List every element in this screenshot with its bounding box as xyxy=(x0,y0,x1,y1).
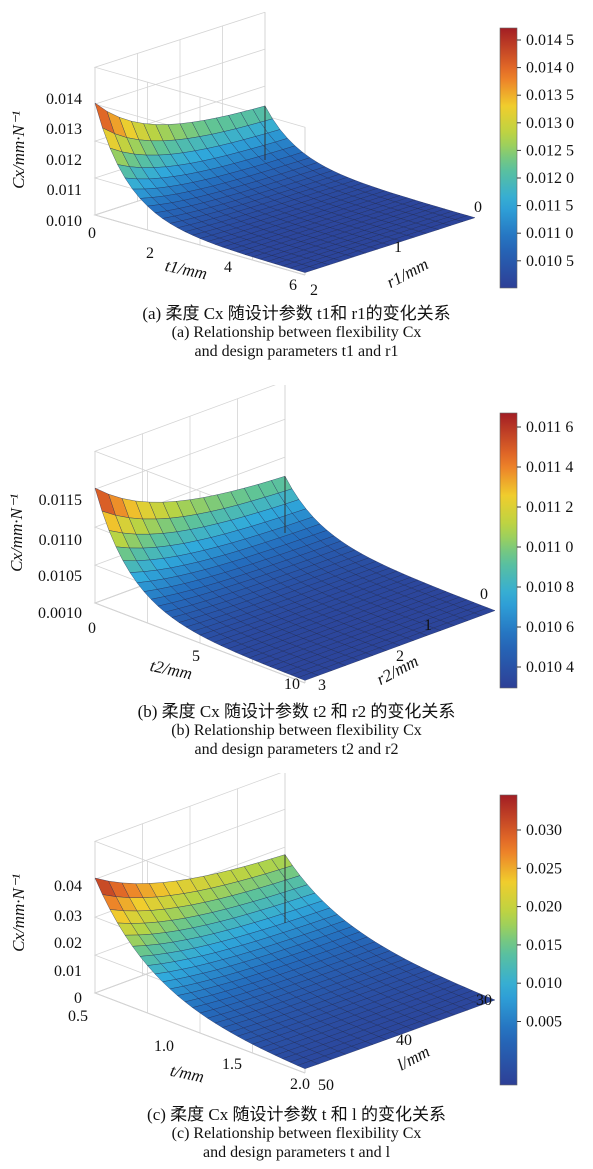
z-tick-label: 0.02 xyxy=(54,935,82,952)
colorbar-tick-label: 0.014 5 xyxy=(526,32,574,49)
colorbar-tick-label: 0.013 5 xyxy=(526,87,574,104)
caption-b: (b) 柔度 Cx 随设计参数 t2 和 r2 的变化关系 (b) Relati… xyxy=(0,702,593,759)
x-tick-label: 1.0 xyxy=(154,1038,174,1055)
caption-b-en-1: (b) Relationship between flexibility Cx xyxy=(171,722,422,739)
x-axis-label: t2/mm xyxy=(148,656,194,683)
x-tick-label: 0 xyxy=(88,225,96,242)
colorbar-tick-label: 0.012 0 xyxy=(526,170,574,187)
z-tick-label: 0.0115 xyxy=(39,492,82,509)
surface-cell xyxy=(473,607,496,616)
z-axis-label: Cx/mm·N⁻¹ xyxy=(9,874,28,952)
z-axis-label: Cx/mm·N⁻¹ xyxy=(7,494,26,572)
caption-a: (a) 柔度 Cx 随设计参数 t1和 r1的变化关系 (a) Relation… xyxy=(0,304,593,361)
caption-b-cn: (b) 柔度 Cx 随设计参数 t2 和 r2 的变化关系 xyxy=(137,702,456,721)
colorbar-a: 0.014 5 0.014 0 0.013 5 0.013 0 0.012 5 0.012… xyxy=(499,27,574,289)
surface-a xyxy=(94,102,476,273)
y-tick-label: 30 xyxy=(476,992,492,1009)
z-tick-label: 0.0105 xyxy=(38,568,82,585)
surface-cell xyxy=(454,215,476,222)
surface-c xyxy=(94,854,496,1069)
x-tick-label: 0 xyxy=(88,620,96,637)
z-tick-label: 0 xyxy=(74,990,82,1007)
colorbar-tick-label: 0.011 0 xyxy=(526,539,573,556)
x-tick-label: 1.5 xyxy=(222,1056,242,1073)
z-tick-label: 0.014 xyxy=(46,91,82,108)
x-axis-label: t/mm xyxy=(169,1061,206,1087)
colorbar-tick-label: 0.010 6 xyxy=(526,619,574,636)
z-tick-label: 0.010 xyxy=(46,213,82,230)
x-axis-label: t1/mm xyxy=(163,256,209,283)
y-tick-label: 0 xyxy=(480,586,488,603)
z-tick-label: 0.04 xyxy=(54,878,82,895)
x-tick-label: 0.5 xyxy=(68,1008,88,1025)
colorbar-tick-label: 0.005 xyxy=(526,1014,562,1031)
z-tick-label: 0.01 xyxy=(54,963,82,980)
colorbar-tick-label: 0.010 4 xyxy=(526,659,574,676)
x-tick-label: 2.0 xyxy=(290,1076,310,1093)
colorbar-tick-label: 0.011 4 xyxy=(526,459,573,476)
z-tick-label: 0.03 xyxy=(54,908,82,925)
chart-panel-a: 0.014 5 0.014 0 0.013 5 0.013 0 0.012 5 0.012… xyxy=(0,0,593,385)
caption-b-en-2: and design parameters t2 and r2 xyxy=(194,741,399,758)
caption-c-en-2: and design parameters t and l xyxy=(202,1144,391,1161)
chart-panel-c: 0.030 0.025 0.020 0.015 0.010 0.005 0 0.01 0.02… xyxy=(0,773,593,1169)
y-axis-label: r1/mm xyxy=(383,254,431,292)
colorbar-tick-label: 0.010 8 xyxy=(526,579,574,596)
x-tick-label: 5 xyxy=(192,648,200,665)
caption-a-en-2: and design parameters t1 and r1 xyxy=(194,343,399,360)
colorbar-tick-label: 0.014 0 xyxy=(526,60,574,77)
y-tick-label: 0 xyxy=(474,199,482,216)
caption-c-en-1: (c) Relationship between flexibility Cx xyxy=(171,1125,422,1142)
caption-c: (c) 柔度 Cx 随设计参数 t 和 l 的变化关系 (c) Relation… xyxy=(0,1105,593,1162)
y-tick-label: 2 xyxy=(396,648,404,665)
colorbar-tick-label: 0.010 5 xyxy=(526,253,574,270)
caption-c-cn: (c) 柔度 Cx 随设计参数 t 和 l 的变化关系 xyxy=(147,1105,446,1124)
colorbar xyxy=(499,27,518,289)
x-tick-label: 10 xyxy=(284,676,300,693)
surface-plot-c: 0.030 0.025 0.020 0.015 0.010 0.005 0 0.01 0.02… xyxy=(9,773,562,1094)
colorbar-tick-label: 0.030 xyxy=(526,822,562,839)
surface-b xyxy=(94,475,496,681)
surface-plot-a: 0.014 5 0.014 0 0.013 5 0.013 0 0.012 5 0.012… xyxy=(9,11,574,299)
z-tick-label: 0.013 xyxy=(46,121,82,138)
x-tick-label: 4 xyxy=(224,259,232,276)
colorbar-tick-label: 0.011 6 xyxy=(526,419,573,436)
y-tick-label: 2 xyxy=(310,282,318,299)
colorbar-tick-label: 0.012 5 xyxy=(526,142,574,159)
colorbar-tick-label: 0.010 xyxy=(526,975,562,992)
surface-cell xyxy=(473,996,496,1006)
colorbar-b: 0.011 6 0.011 4 0.011 2 0.011 0 0.010 8 0.010… xyxy=(499,412,574,689)
colorbar-tick-label: 0.011 5 xyxy=(526,198,573,215)
caption-a-en-1: (a) Relationship between flexibility Cx xyxy=(171,324,422,341)
z-gridline xyxy=(93,11,306,128)
colorbar-tick-label: 0.025 xyxy=(526,860,562,877)
y-tick-label: 1 xyxy=(394,239,402,256)
z-tick-label: 0.0010 xyxy=(38,605,82,622)
colorbar-c: 0.030 0.025 0.020 0.015 0.010 0.005 xyxy=(499,794,562,1086)
x-tick-label: 6 xyxy=(289,277,297,294)
colorbar-tick-label: 0.020 xyxy=(526,899,562,916)
colorbar-tick-label: 0.015 xyxy=(526,937,562,954)
colorbar xyxy=(499,794,518,1086)
z-tick-label: 0.0110 xyxy=(39,532,82,549)
colorbar-tick-label: 0.013 0 xyxy=(526,115,574,132)
y-tick-label: 1 xyxy=(424,617,432,634)
surface-plot-b: 0.011 6 0.011 4 0.011 2 0.011 0 0.010 8 0.010… xyxy=(7,385,574,694)
z-tick-label: 0.011 xyxy=(47,182,82,199)
colorbar xyxy=(499,412,518,689)
chart-panel-b: 0.011 6 0.011 4 0.011 2 0.011 0 0.010 8 0.010… xyxy=(0,385,593,773)
caption-a-cn: (a) 柔度 Cx 随设计参数 t1和 r1的变化关系 xyxy=(142,304,451,323)
colorbar-tick-label: 0.011 0 xyxy=(526,225,573,242)
y-tick-label: 40 xyxy=(396,1032,412,1049)
x-tick-label: 2 xyxy=(146,245,154,262)
y-tick-label: 3 xyxy=(318,677,326,694)
z-tick-label: 0.012 xyxy=(46,152,82,169)
y-tick-label: 50 xyxy=(318,1077,334,1094)
z-axis-label: Cx/mm·N⁻¹ xyxy=(9,111,28,189)
colorbar-tick-label: 0.011 2 xyxy=(526,499,573,516)
